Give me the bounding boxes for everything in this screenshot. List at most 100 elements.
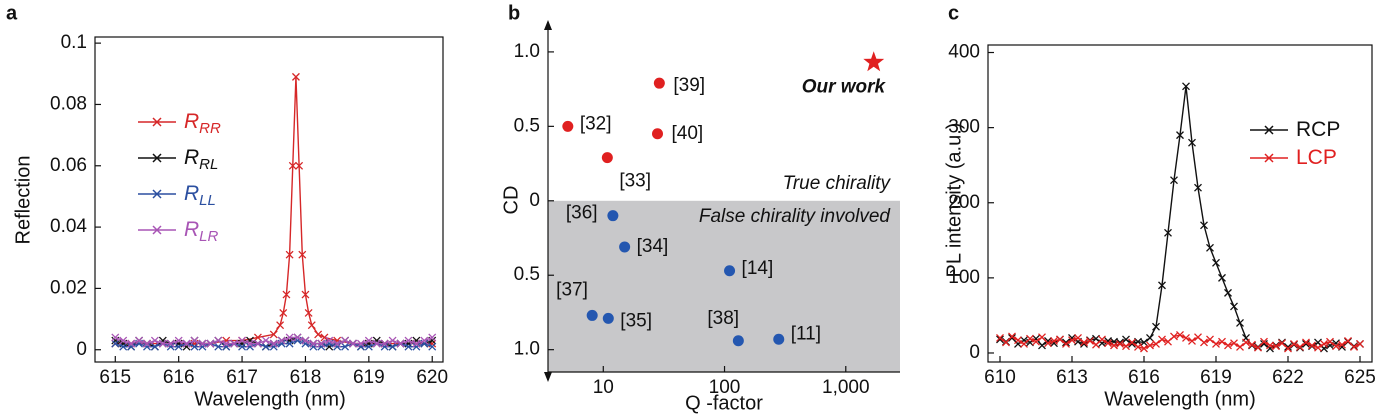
data-point (277, 336, 286, 345)
data-point (285, 333, 294, 342)
data-point (1230, 302, 1238, 311)
false-chirality-region (548, 200, 900, 372)
data-point (298, 250, 307, 259)
data-point (198, 342, 207, 351)
data-point (288, 161, 297, 170)
x-tick-label: 615 (99, 367, 131, 388)
point-label: [14] (742, 258, 774, 279)
data-point (307, 321, 316, 330)
x-tick-label: 620 (416, 367, 448, 388)
data-point (150, 336, 159, 345)
data-point (1146, 334, 1154, 342)
data-point (364, 336, 373, 345)
data-point (1008, 332, 1016, 341)
data-point (206, 339, 215, 348)
x-tick-label: 610 (984, 367, 1016, 388)
data-point (333, 342, 342, 351)
legend-name: R (184, 182, 199, 205)
data-point (295, 161, 304, 170)
x-tick-label: 10 (593, 377, 614, 398)
y-axis-label: CD (500, 186, 522, 215)
data-point (1176, 330, 1184, 339)
data-point (1260, 340, 1268, 348)
plot-frame (94, 36, 444, 363)
data-point (320, 333, 329, 342)
series-line (115, 336, 433, 348)
data-point (1068, 334, 1076, 342)
data-point (111, 339, 120, 348)
data-point (1242, 338, 1250, 347)
legend-marker (1264, 125, 1274, 135)
y-tick-label: 1.0 (514, 339, 540, 360)
data-point (1212, 340, 1220, 348)
data-point (1098, 335, 1106, 344)
data-point (1026, 334, 1034, 343)
data-point (1164, 228, 1172, 237)
data-point (388, 342, 397, 351)
data-point (119, 342, 128, 351)
data-point (190, 336, 199, 345)
data-point (1062, 338, 1070, 347)
y-axis-label: Reflection (12, 156, 34, 245)
data-point (428, 342, 437, 351)
data-point (222, 342, 231, 351)
legend-marker (1264, 153, 1274, 163)
data-point (1188, 337, 1196, 345)
point-label: [36] (566, 203, 598, 224)
legend-name: R (184, 146, 199, 169)
data-point (135, 336, 144, 345)
data-point (1008, 334, 1016, 342)
data-point (356, 342, 365, 351)
point-label: [11] (791, 323, 821, 344)
plot-frame (987, 44, 1373, 363)
data-point (276, 321, 285, 330)
panel-label: c (948, 2, 959, 24)
data-point (1350, 343, 1358, 351)
data-point (150, 342, 159, 351)
data-point (1230, 339, 1238, 348)
data-point (1302, 338, 1310, 347)
data-point (1296, 343, 1304, 351)
point-label: [38] (707, 308, 739, 329)
x-tick-label: 619 (353, 367, 385, 388)
data-point (1236, 318, 1244, 327)
series-line (115, 76, 433, 345)
data-point (158, 339, 167, 348)
data-point (190, 342, 199, 351)
point-label: [39] (673, 75, 705, 96)
data-point (1206, 335, 1214, 344)
data-point (396, 339, 405, 348)
data-point (1212, 258, 1220, 267)
data-point (1344, 337, 1352, 345)
x-axis-label: Wavelength (nm) (1104, 388, 1256, 410)
data-point (1338, 340, 1346, 349)
data-point (127, 339, 136, 348)
data-point (269, 339, 278, 348)
data-point (269, 342, 278, 351)
data-point (1224, 288, 1232, 297)
data-point (1038, 333, 1046, 342)
data-point (238, 336, 247, 345)
data-point (1200, 338, 1208, 347)
legend-marker (152, 225, 162, 235)
data-point (261, 336, 270, 345)
data-point (1284, 344, 1292, 353)
data-point (1320, 340, 1328, 348)
data-point (1086, 337, 1094, 345)
data-point (607, 210, 619, 222)
data-point (1176, 131, 1184, 140)
point-label: [37] (556, 279, 588, 300)
data-point (341, 336, 350, 345)
data-point (1236, 343, 1244, 351)
data-point (238, 342, 247, 351)
data-point (1260, 337, 1268, 346)
legend-name: R (184, 218, 199, 241)
data-point (1134, 343, 1142, 351)
panel-label: a (6, 2, 18, 24)
data-point (1170, 176, 1178, 185)
data-point (349, 339, 357, 348)
data-point (143, 342, 151, 351)
data-point (166, 342, 175, 351)
y-axis-label: PL intensity (a.u.) (943, 123, 965, 278)
